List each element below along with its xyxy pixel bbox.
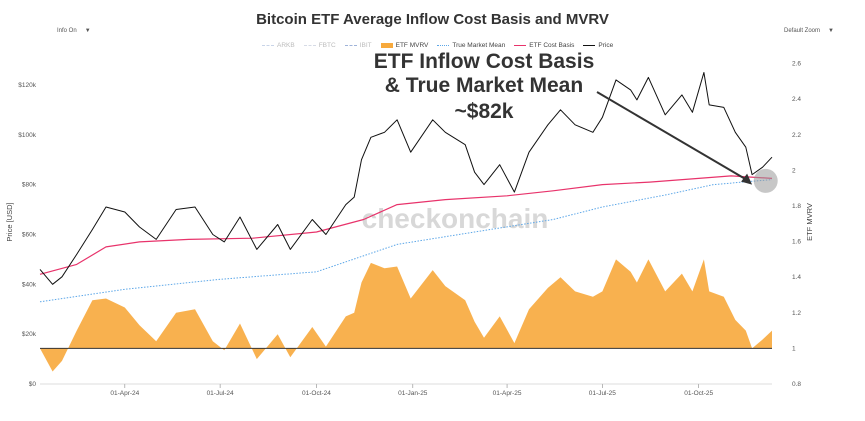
legend-swatch	[514, 44, 527, 46]
legend-label: FBTC	[318, 41, 336, 49]
legend-swatch	[583, 44, 596, 46]
y-right-tick-label: 1.2	[792, 310, 801, 317]
legend-label: ARKB	[277, 41, 295, 49]
info-dropdown-label: Info On	[57, 28, 77, 34]
annotation-text: & True Market Mean	[385, 74, 583, 97]
chevron-down-icon: ▼	[828, 28, 834, 34]
etf-cost-basis-line	[39, 175, 773, 275]
x-tick-label: 01-Jul-25	[589, 390, 616, 397]
legend-swatch	[303, 44, 316, 46]
true-market-mean-line	[39, 179, 773, 303]
legend-swatch	[344, 44, 357, 46]
zoom-dropdown-label: Default Zoom	[784, 28, 821, 34]
y-left-tick-label: $80k	[22, 182, 37, 189]
legend-label: Price	[598, 41, 614, 49]
legend-label: IBIT	[359, 41, 372, 49]
mvrv-area	[40, 259, 772, 372]
y-right-tick-label: 1.6	[792, 239, 801, 246]
legend-swatch	[437, 44, 450, 46]
x-tick-label: 01-Apr-24	[110, 390, 139, 397]
y-left-axis-title: Price [USD]	[5, 202, 14, 241]
legend-item-etf-cost-basis[interactable]: ETF Cost Basis	[514, 42, 574, 49]
legend-swatch	[262, 44, 274, 46]
x-tick-label: 01-Oct-25	[684, 390, 713, 397]
legend-item-arkb[interactable]: ARKB	[262, 42, 295, 49]
y-right-tick-label: 1.8	[792, 203, 801, 210]
x-tick-label: 01-Oct-24	[302, 390, 331, 397]
arrow-head-icon	[741, 173, 753, 185]
chart-legend: ARKB FBTC IBIT ETF MVRV True Market Mean ETF …	[262, 40, 613, 50]
watermark: checkonchain	[362, 203, 549, 234]
legend-item-true-market-mean[interactable]: True Market Mean	[437, 42, 505, 49]
legend-item-price[interactable]: Price	[583, 42, 613, 49]
y-right-tick-label: 2	[792, 167, 796, 174]
y-left-tick-label: $0	[29, 381, 37, 388]
chart-title: Bitcoin ETF Average Inflow Cost Basis an…	[256, 11, 609, 28]
legend-label: True Market Mean	[452, 41, 506, 49]
chevron-down-icon: ▼	[84, 28, 91, 34]
x-tick-label: 01-Apr-25	[493, 390, 522, 397]
legend-label: ETF MVRV	[395, 41, 429, 49]
y-right-tick-label: 1.4	[792, 274, 801, 281]
legend-item-fbtc[interactable]: FBTC	[303, 41, 336, 49]
y-left-tick-label: $120k	[18, 82, 36, 89]
info-dropdown[interactable]: Info On ▼	[57, 28, 91, 34]
y-left-tick-label: $60k	[22, 231, 37, 238]
y-left-tick-label: $20k	[22, 331, 37, 338]
legend-swatch	[380, 42, 393, 48]
y-right-tick-label: 2.6	[792, 61, 801, 68]
y-right-axis-title: ETF MVRV	[805, 203, 814, 241]
y-right-tick-label: 2.4	[792, 96, 801, 103]
highlight-circle	[753, 168, 778, 193]
y-right-tick-label: 2.2	[792, 132, 801, 139]
annotation-text: ~$82k	[455, 100, 514, 123]
y-left-tick-label: $40k	[22, 281, 37, 288]
legend-item-etf-mvrv[interactable]: ETF MVRV	[380, 41, 429, 49]
y-right-tick-label: 1	[792, 345, 796, 352]
y-left-tick-label: $100k	[18, 132, 36, 139]
x-tick-label: 01-Jan-25	[398, 390, 428, 397]
annotation-arrow	[596, 91, 749, 182]
annotation-text: ETF Inflow Cost Basis	[374, 50, 595, 73]
y-right-tick-label: 0.8	[792, 381, 801, 388]
x-tick-label: 01-Jul-24	[207, 390, 234, 397]
price-line	[39, 72, 773, 285]
legend-label: ETF Cost Basis	[529, 41, 575, 49]
zoom-dropdown[interactable]: Default Zoom ▼	[784, 28, 834, 34]
legend-item-ibit[interactable]: IBIT	[344, 41, 372, 49]
